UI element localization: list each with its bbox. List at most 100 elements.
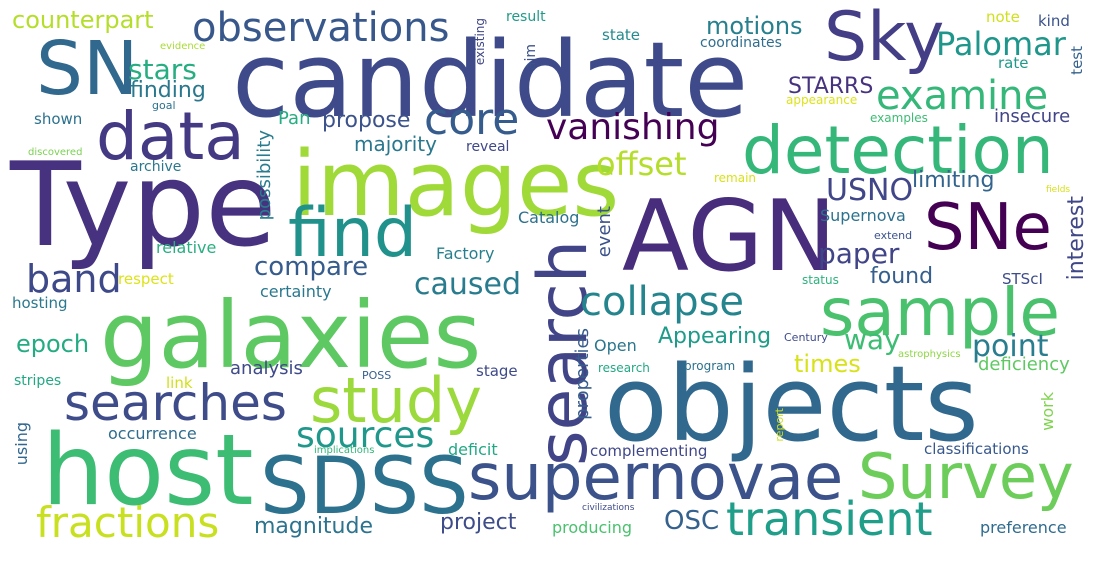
word-examples: examples	[870, 111, 928, 125]
word-relative: relative	[156, 238, 217, 257]
word-way: way	[844, 323, 901, 356]
word-using: using	[12, 422, 31, 466]
word-implications: implications	[314, 445, 375, 456]
word-paper: paper	[818, 237, 900, 270]
word-supernovae: supernovae	[468, 441, 844, 515]
word-times: times	[794, 350, 861, 378]
word-motions: motions	[706, 12, 803, 40]
word-finding: finding	[130, 78, 206, 103]
word-examine: examine	[876, 73, 1049, 119]
word-civilizations: civilizations	[582, 503, 635, 513]
word-insecure: insecure	[994, 106, 1071, 127]
word-remain: remain	[714, 171, 757, 185]
word-properties: properties	[572, 328, 593, 420]
word-fields: fields	[1046, 185, 1071, 195]
word-searches: searches	[64, 374, 287, 432]
word-counterpart: counterpart	[12, 6, 154, 34]
word-caused: caused	[414, 267, 522, 302]
word-starrs: STARRS	[788, 74, 874, 99]
word-sn: SN	[36, 26, 139, 112]
word-sky: Sky	[824, 0, 945, 77]
word-deficit: deficit	[448, 440, 498, 459]
word-existing: existing	[473, 18, 487, 66]
word-limiting: limiting	[912, 168, 995, 193]
word-aim: aim	[523, 44, 539, 71]
word-shown: shown	[34, 110, 83, 128]
word-data: data	[96, 98, 245, 175]
word-candidate: candidate	[232, 19, 749, 141]
word-osc: OSC	[664, 506, 720, 536]
word-discovered: discovered	[28, 147, 83, 158]
word-report: report	[773, 408, 786, 442]
word-kind: kind	[1038, 12, 1070, 30]
word-sources: sources	[296, 415, 435, 456]
word-collapse: collapse	[580, 279, 745, 325]
word-appearing: Appearing	[658, 324, 772, 349]
word-sne: SNe	[924, 191, 1052, 265]
word-rate: rate	[998, 54, 1029, 72]
word-poss: POSS	[362, 369, 392, 382]
word-galaxies: galaxies	[100, 282, 482, 389]
word-observations: observations	[192, 5, 450, 51]
word-goal: goal	[152, 99, 176, 112]
word-state: state	[602, 26, 640, 44]
word-project: project	[440, 510, 517, 535]
word-result: result	[506, 9, 546, 25]
word-type: Type	[10, 138, 277, 273]
word-agn: AGN	[622, 180, 837, 294]
word-note: note	[986, 8, 1020, 26]
word-evidence: evidence	[160, 41, 206, 52]
word-sample: sample	[820, 274, 1060, 351]
word-found: found	[870, 264, 934, 289]
word-band: band	[26, 257, 122, 301]
word-compare: compare	[254, 252, 369, 282]
word-vanishing: vanishing	[546, 107, 720, 148]
word-usno: USNO	[826, 173, 914, 208]
word-point: point	[972, 329, 1049, 364]
word-hosting: hosting	[12, 294, 68, 312]
word-stripes: stripes	[14, 373, 62, 389]
word-palomar: Palomar	[936, 25, 1066, 63]
word-complementing: complementing	[590, 442, 708, 460]
word-respect: respect	[118, 270, 174, 288]
word-status: status	[802, 273, 839, 287]
word-epoch: epoch	[16, 330, 90, 358]
word-archive: archive	[130, 159, 182, 175]
word-century: Century	[784, 331, 828, 344]
word-appearance: appearance	[786, 93, 858, 107]
word-offset: offset	[596, 145, 687, 183]
word-objects: objects	[604, 343, 979, 465]
word-extend: extend	[874, 229, 913, 242]
word-majority: majority	[354, 132, 437, 156]
word-supernova: Supernova	[820, 206, 906, 225]
word-pan: Pan	[278, 108, 311, 129]
word-stage: stage	[476, 362, 518, 380]
word-factory: Factory	[436, 244, 495, 263]
word-preference: preference	[980, 518, 1067, 537]
word-occurrence: occurrence	[108, 424, 197, 443]
word-reveal: reveal	[466, 139, 510, 155]
word-coordinates: coordinates	[700, 35, 782, 51]
word-test: test	[1068, 46, 1086, 75]
word-stars: stars	[128, 53, 197, 86]
word-event: event	[594, 206, 615, 258]
word-work: work	[1038, 392, 1057, 431]
word-stsci: STScI	[1002, 270, 1043, 288]
word-producing: producing	[552, 518, 633, 537]
word-open: Open	[594, 336, 637, 355]
word-images: images	[292, 132, 620, 237]
word-certainty: certainty	[260, 282, 332, 301]
word-classifications: classifications	[924, 440, 1029, 458]
word-possibility: possibility	[254, 130, 275, 221]
word-transient: transient	[726, 492, 933, 546]
word-core: core	[424, 94, 520, 145]
word-interest: interest	[1064, 196, 1089, 281]
word-analysis: analysis	[230, 358, 303, 379]
word-study: study	[310, 364, 482, 437]
word-magnitude: magnitude	[254, 514, 374, 539]
word-catalog: Catalog	[518, 208, 580, 227]
word-host: host	[42, 414, 254, 528]
word-propose: propose	[322, 108, 411, 133]
word-detection: detection	[742, 112, 1054, 189]
word-research: research	[598, 361, 650, 375]
